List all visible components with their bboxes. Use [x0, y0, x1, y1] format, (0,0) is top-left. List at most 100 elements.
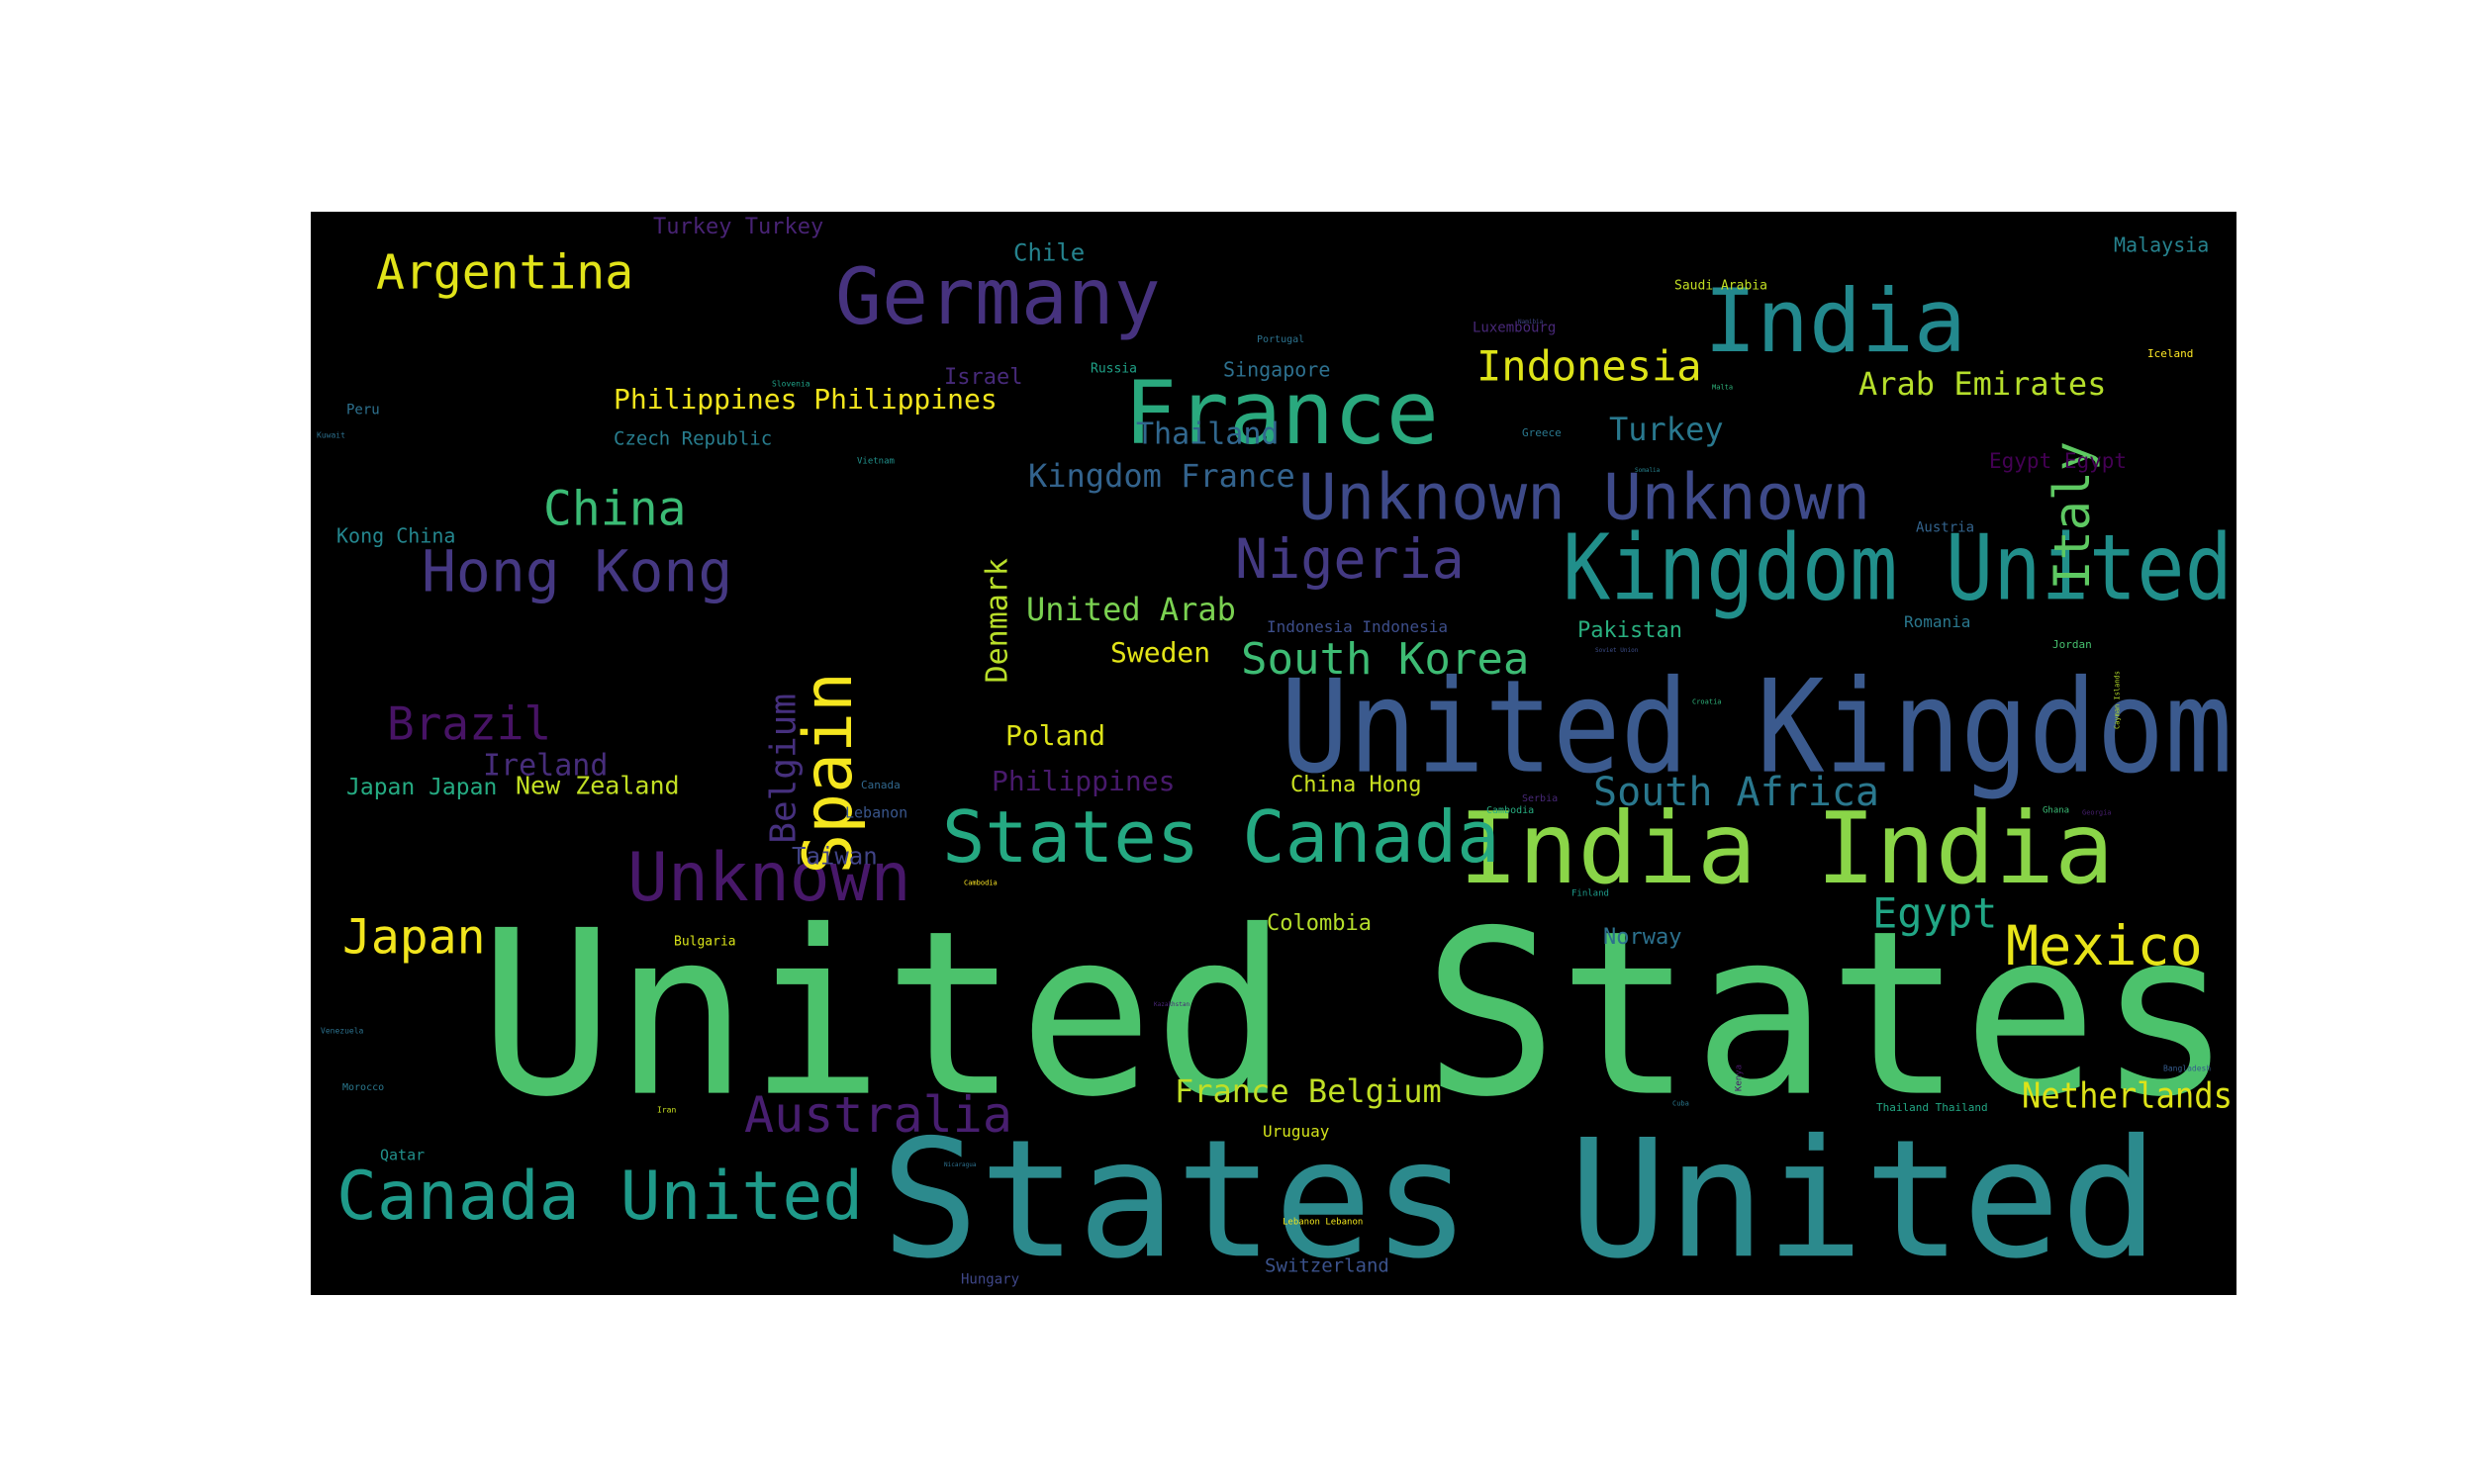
word-finland-82: Finland [1571, 888, 1609, 898]
word-kingdom-united-4: Kingdom United [1563, 514, 2233, 620]
word-georgia-90: Georgia [2082, 809, 2112, 817]
word-cloud: United States States United United Kingdom… [311, 212, 2236, 1295]
word-india-india-3: India India [1459, 790, 2114, 906]
word-ireland-35: Ireland [483, 749, 608, 784]
word-india-6: India [1704, 270, 1966, 372]
word-kong-china-53: Kong China [336, 523, 455, 547]
word-israel-44: Israel [944, 365, 1022, 390]
word-japan-japan-43: Japan Japan [346, 775, 497, 800]
word-peru-58: Peru [346, 402, 380, 417]
word-taiwan-41: Taiwan [792, 843, 878, 871]
word-cambodia-73: Cambodia [1486, 805, 1534, 816]
word-thailand-thailand-69: Thailand Thailand [1876, 1101, 1988, 1114]
word-germany-7: Germany [835, 253, 1161, 342]
word-austria-65: Austria [1916, 519, 1974, 535]
word-kenya-83: Kenya [1734, 1065, 1744, 1091]
word-france-5: France [1124, 362, 1439, 464]
word-cayman-islands-92: Cayman Islands [2114, 671, 2122, 729]
word-bulgaria-64: Bulgaria [674, 935, 736, 950]
word-australia-17: Australia [744, 1086, 1012, 1144]
word-greece-72: Greece [1522, 426, 1562, 439]
word-ghana-84: Ghana [2043, 805, 2069, 815]
word-iceland-71: Iceland [2147, 347, 2193, 360]
word-spain-12: Spain [790, 672, 868, 875]
word-malaysia-51: Malaysia [2114, 232, 2209, 256]
word-singapore-52: Singapore [1223, 357, 1330, 381]
word-states-united-1: States United [881, 1104, 2158, 1294]
word-japan-19: Japan [342, 909, 486, 965]
word-egypt-egypt-50: Egypt Egypt [1989, 449, 2127, 473]
word-indonesia-indonesia-62: Indonesia Indonesia [1267, 617, 1448, 636]
word-philippines-philippines-37: Philippines Philippines [614, 383, 998, 416]
word-indonesia-23: Indonesia [1476, 341, 1702, 390]
word-uruguay-56: Uruguay [1263, 1122, 1330, 1141]
word-lebanon-60: Lebanon [845, 803, 907, 821]
word-canada-united-10: Canada United [336, 1158, 863, 1236]
word-unknown-unknown-11: Unknown Unknown [1298, 461, 1870, 534]
word-united-arab-33: United Arab [1026, 591, 1236, 628]
word-arab-emirates-30: Arab Emirates [1858, 365, 2106, 403]
word-denmark-32: Denmark [981, 558, 1015, 683]
word-croatia-89: Croatia [1692, 698, 1722, 706]
word-unknown-9: Unknown [627, 839, 911, 917]
word-qatar-57: Qatar [380, 1146, 425, 1163]
word-mexico-15: Mexico [2006, 914, 2203, 977]
word-kuwait-77: Kuwait [317, 431, 345, 440]
word-turkey-turkey-45: Turkey Turkey [653, 215, 823, 239]
word-netherlands-27: Netherlands [2022, 1076, 2233, 1117]
word-slovenia-85: Slovenia [772, 380, 810, 389]
word-cambodia-91: Cambodia [964, 880, 998, 887]
word-namibia-93: Namibia [1518, 319, 1544, 325]
word-morocco-68: Morocco [342, 1082, 384, 1093]
word-venezuela-79: Venezuela [321, 1027, 364, 1036]
word-kingdom-france-29: Kingdom France [1028, 457, 1295, 495]
word-south-africa-25: South Africa [1593, 770, 1879, 815]
word-belgium-26: Belgium [764, 694, 805, 844]
word-brazil-21: Brazil [387, 697, 551, 751]
word-argentina-18: Argentina [376, 244, 633, 300]
word-iran-87: Iran [657, 1106, 676, 1115]
word-luxembourg-59: Luxembourg [1473, 320, 1556, 335]
word-soviet-union-94: Soviet Union [1595, 647, 1639, 654]
word-cuba-88: Cuba [1672, 1100, 1689, 1108]
word-kazakhstan-96: Kazakhstan [1154, 1001, 1190, 1008]
word-egypt-24: Egypt [1872, 888, 1997, 937]
word-canada-75: Canada [861, 779, 901, 791]
word-lebanon-lebanon-81: Lebanon Lebanon [1283, 1217, 1363, 1227]
word-new-zealand-42: New Zealand [516, 772, 680, 800]
word-somalia-95: Somalia [1635, 467, 1661, 474]
word-vietnam-78: Vietnam [857, 456, 895, 466]
word-italy-16: Italy [2044, 441, 2101, 591]
word-philippines-36: Philippines [992, 765, 1175, 797]
word-bangladesh-80: Bangladesh [2163, 1065, 2211, 1073]
word-nigeria-14: Nigeria [1235, 527, 1465, 591]
word-pakistan-49: Pakistan [1577, 618, 1682, 643]
word-chile-40: Chile [1013, 239, 1085, 267]
word-serbia-74: Serbia [1522, 793, 1558, 804]
word-hong-kong-13: Hong Kong [422, 538, 732, 605]
word-united-states-0: United States [479, 883, 2233, 1148]
word-switzerland-55: Switzerland [1265, 1255, 1389, 1277]
word-czech-republic-54: Czech Republic [614, 428, 772, 450]
word-jordan-70: Jordan [2052, 638, 2092, 651]
word-portugal-76: Portugal [1257, 334, 1304, 345]
word-united-kingdom-2: United Kingdom [1281, 652, 2233, 802]
word-russia-66: Russia [1091, 362, 1137, 377]
word-china-20: China [543, 481, 687, 536]
word-norway-48: Norway [1603, 925, 1681, 950]
word-turkey-31: Turkey [1609, 411, 1724, 448]
word-china-hong-46: China Hong [1290, 773, 1421, 797]
word-france-belgium-28: France Belgium [1175, 1072, 1442, 1110]
word-states-canada-8: States Canada [942, 795, 1500, 879]
word-nicaragua-97: Nicaragua [944, 1161, 977, 1168]
word-south-korea-22: South Korea [1241, 634, 1529, 685]
word-sweden-38: Sweden [1110, 636, 1210, 669]
word-malta-86: Malta [1712, 384, 1733, 392]
word-poland-39: Poland [1005, 719, 1105, 752]
word-thailand-34: Thailand [1136, 417, 1280, 452]
word-romania-63: Romania [1904, 612, 1970, 631]
word-saudi-arabia-67: Saudi Arabia [1674, 279, 1767, 294]
word-colombia-47: Colombia [1267, 911, 1372, 936]
word-hungary-61: Hungary [961, 1271, 1019, 1287]
